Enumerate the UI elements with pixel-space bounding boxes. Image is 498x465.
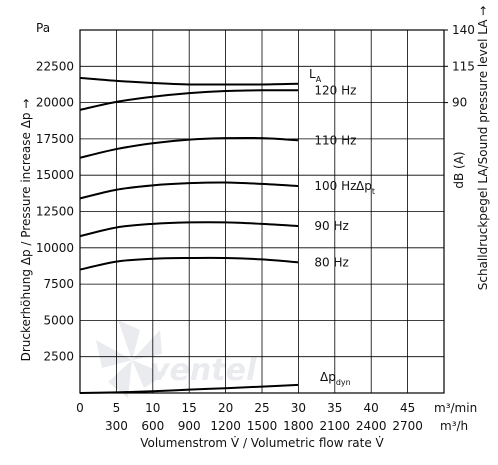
x-tick-label-4: 20 [218, 401, 233, 415]
x-tick-label-9: 45 [400, 401, 415, 415]
ticks-layer: 2500500075001000012500150001750020000225… [36, 23, 475, 433]
x2-tick-label-0: 300 [105, 419, 128, 433]
series-label-120-hz: 120 Hz [314, 83, 356, 97]
series-layer: 120 Hz 110 Hz 100 Hz 90 Hz 80 Hz [79, 76, 356, 394]
series-label-80-hz: 80 Hz [314, 255, 348, 269]
x-axis-title: Volumenstrom V̇ / Volumetric flow rate V… [140, 436, 384, 450]
watermark-text: ventel [150, 353, 257, 388]
y-tick-label-3: 10000 [36, 241, 74, 255]
y-axis-title: Druckerhöhung Δp / Pressure increase Δp … [19, 99, 33, 362]
x2-tick-label-7: 2400 [356, 419, 387, 433]
y-tick-label-5: 15000 [36, 168, 74, 182]
y-tick-label-1: 5000 [43, 313, 74, 327]
x-tick-label-3: 15 [182, 401, 197, 415]
dpdyn-annotation: Δpdyn [320, 370, 351, 387]
x-axis-unit: m³/min [434, 401, 477, 415]
y-tick-label-0: 2500 [43, 350, 74, 364]
x2-tick-label-2: 900 [178, 419, 201, 433]
series-label-100-hz: 100 Hz [314, 179, 356, 193]
y-tick-label-6: 17500 [36, 132, 74, 146]
y2-axis-title: Schalldruckpegel LA/Sound pressure level… [476, 6, 490, 291]
y2-tick-label-1: 115 [452, 59, 475, 73]
x-tick-label-8: 40 [364, 401, 379, 415]
x2-tick-label-4: 1500 [247, 419, 278, 433]
y-tick-label-2: 7500 [43, 277, 74, 291]
y-tick-label-8: 22500 [36, 59, 74, 73]
x-tick-label-1: 5 [113, 401, 121, 415]
x-tick-label-0: 0 [76, 401, 84, 415]
x2-tick-label-1: 600 [141, 419, 164, 433]
y2-tick-label-0: 90 [452, 96, 467, 110]
x-tick-label-7: 35 [327, 401, 342, 415]
dpt-annotation: Δpt [356, 179, 375, 196]
series-label-90-hz: 90 Hz [314, 219, 348, 233]
la-annotation: LA [309, 67, 322, 84]
x2-tick-label-6: 2100 [320, 419, 351, 433]
y-tick-label-7: 20000 [36, 96, 74, 110]
grid [80, 30, 444, 393]
x-tick-label-2: 10 [145, 401, 160, 415]
x-tick-label-6: 30 [291, 401, 306, 415]
x2-tick-label-3: 1200 [210, 419, 241, 433]
ventel-watermark-logo: ventel [96, 320, 257, 398]
x2-axis-unit: m³/h [440, 419, 468, 433]
y2-tick-label-2: 140 [452, 23, 475, 37]
y-tick-label-4: 12500 [36, 205, 74, 219]
x-tick-label-5: 25 [254, 401, 269, 415]
series-label-110-hz: 110 Hz [314, 133, 356, 147]
y2-axis-unit: dB (A) [452, 151, 466, 188]
x2-tick-label-8: 2700 [392, 419, 423, 433]
y-axis-unit: Pa [36, 21, 50, 35]
x2-tick-label-5: 1800 [283, 419, 314, 433]
